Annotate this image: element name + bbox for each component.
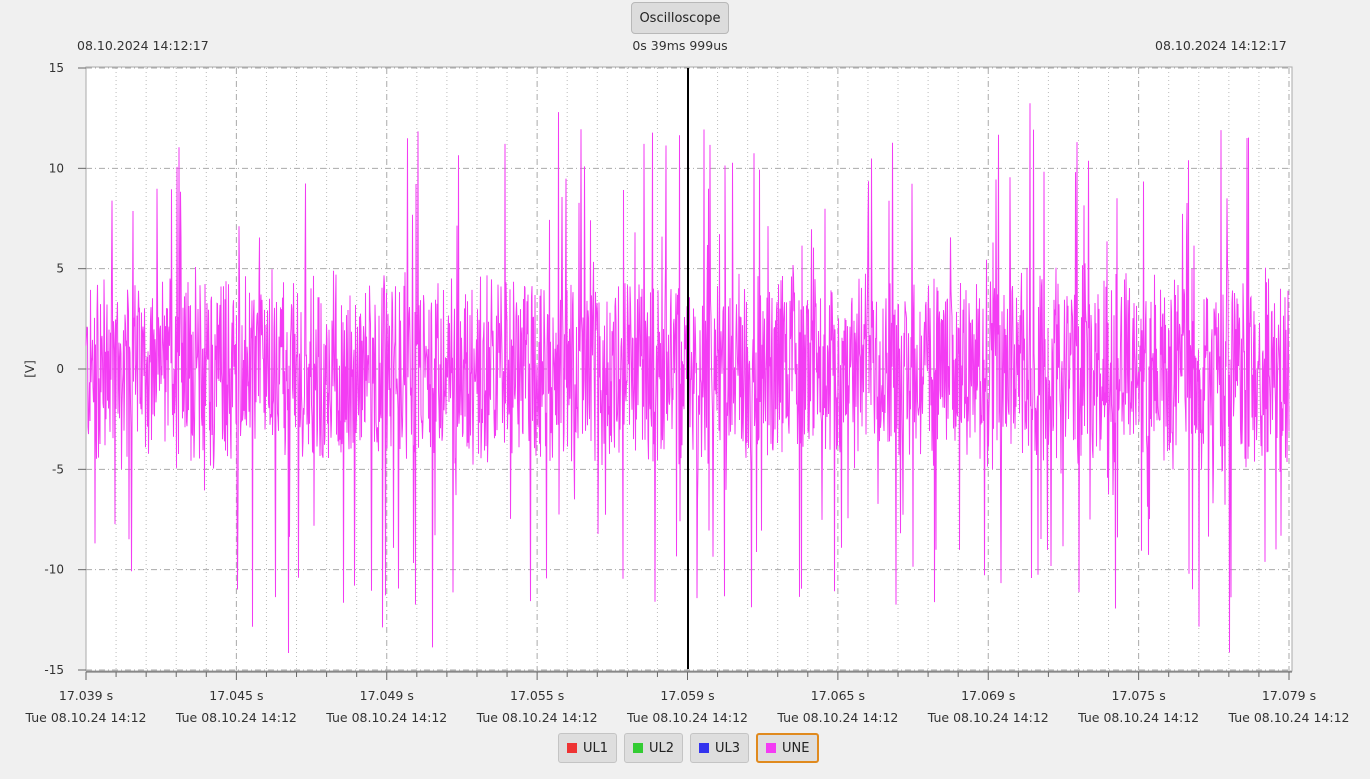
x-tick-time: 17.065 s: [811, 688, 865, 703]
x-tick-time: 17.079 s: [1262, 688, 1316, 703]
y-axis: 15 10 5 0 -5 -10 -15: [44, 61, 86, 677]
x-tick-time: 17.055 s: [510, 688, 564, 703]
x-tick-date: Tue 08.10.24 14:12: [1077, 710, 1199, 725]
x-tick-date: Tue 08.10.24 14:12: [175, 710, 297, 725]
color-swatch-icon: [633, 743, 643, 753]
legend-toggle-ul2[interactable]: UL2: [624, 733, 684, 763]
x-tick-date: Tue 08.10.24 14:12: [1228, 710, 1350, 725]
x-tick-date: Tue 08.10.24 14:12: [325, 710, 447, 725]
x-tick-date: Tue 08.10.24 14:12: [776, 710, 898, 725]
end-time: 08.10.2024 14:12:17: [1155, 38, 1287, 53]
x-tick-time: 17.045 s: [209, 688, 263, 703]
legend-label: UL1: [583, 740, 609, 756]
x-tick-date: Tue 08.10.24 14:12: [25, 710, 147, 725]
y-tick-label: 5: [56, 262, 64, 276]
x-tick-time: 17.059 s: [660, 688, 714, 703]
x-tick-date: Tue 08.10.24 14:12: [927, 710, 1049, 725]
y-tick-label: -15: [44, 663, 64, 677]
legend-toggle-une[interactable]: UNE: [756, 733, 820, 763]
legend-toggle-ul3[interactable]: UL3: [690, 733, 750, 763]
oscilloscope-chart[interactable]: 15 10 5 0 -5 -10 -15 17.039 s Tue 08.10.24 14:1…: [0, 0, 1370, 730]
y-axis-label: [V]: [23, 360, 37, 378]
color-swatch-icon: [766, 743, 776, 753]
legend-label: UL3: [715, 740, 741, 756]
x-tick-time: 17.049 s: [360, 688, 414, 703]
y-tick-label: 10: [49, 161, 64, 175]
legend-label: UL2: [649, 740, 675, 756]
oscilloscope-button[interactable]: Oscilloscope: [631, 2, 729, 34]
x-tick-time: 17.039 s: [59, 688, 113, 703]
y-tick-label: 15: [49, 61, 64, 75]
color-swatch-icon: [699, 743, 709, 753]
y-tick-label: 0: [56, 362, 64, 376]
x-tick-time: 17.075 s: [1112, 688, 1166, 703]
x-tick-date: Tue 08.10.24 14:12: [626, 710, 748, 725]
start-time: 08.10.2024 14:12:17: [77, 38, 209, 53]
duration: 0s 39ms 999us: [632, 38, 728, 53]
legend-label: UNE: [782, 740, 810, 756]
x-tick-time: 17.069 s: [961, 688, 1015, 703]
legend-toggle-ul1[interactable]: UL1: [558, 733, 618, 763]
x-tick-date: Tue 08.10.24 14:12: [476, 710, 598, 725]
y-tick-label: -5: [52, 462, 64, 476]
y-tick-label: -10: [44, 563, 64, 577]
x-axis: 17.039 s Tue 08.10.24 14:12 17.045 s Tue 08…: [25, 671, 1350, 725]
color-swatch-icon: [567, 743, 577, 753]
